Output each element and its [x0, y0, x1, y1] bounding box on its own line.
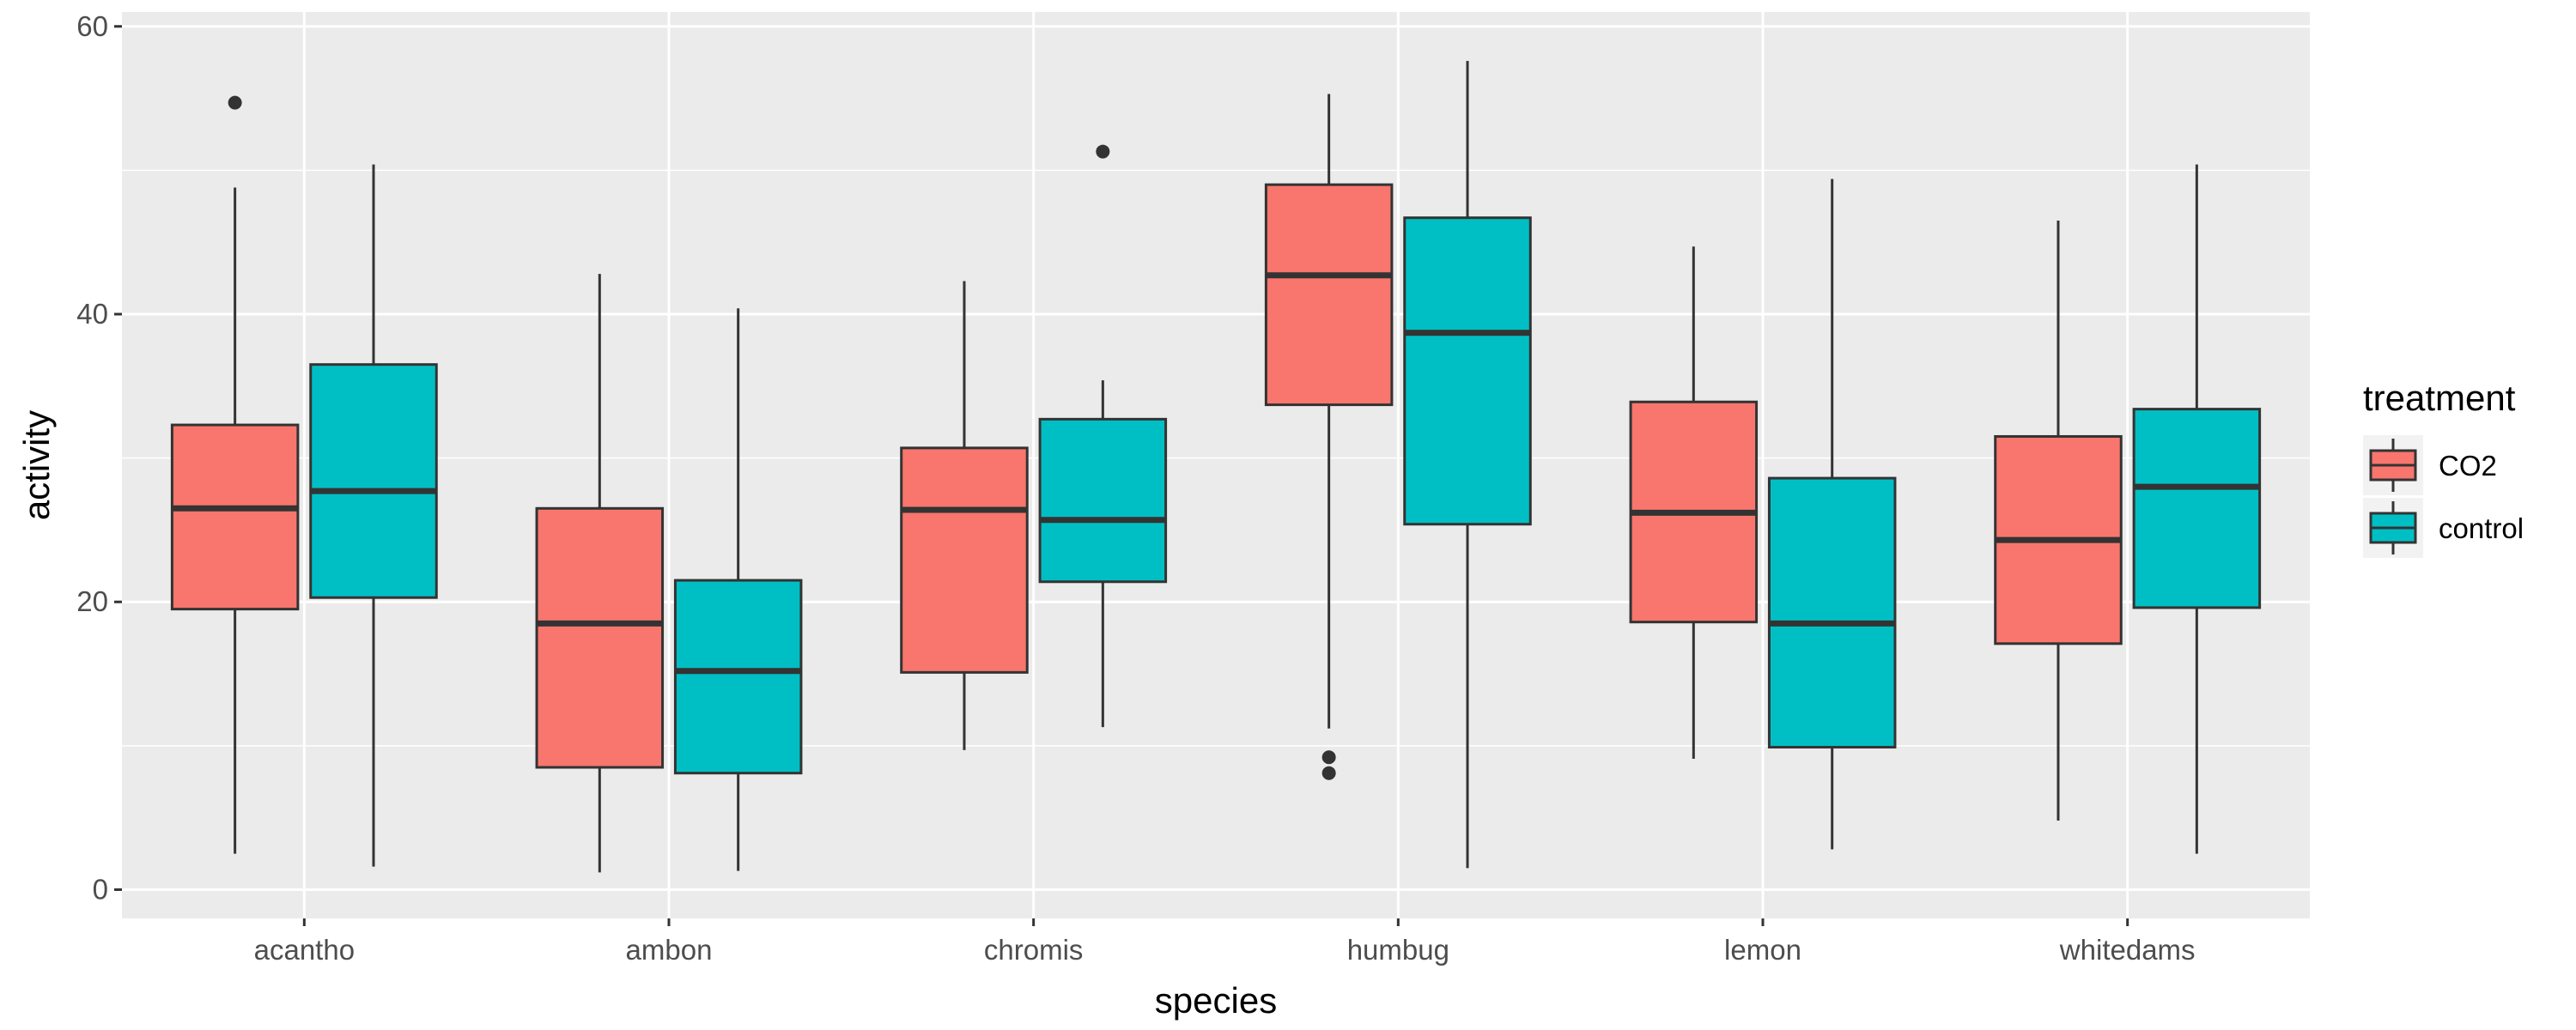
y-tick-label: 20 [76, 585, 108, 617]
box-chromis-CO2 [900, 281, 1029, 750]
box-whitedams-control [2132, 164, 2262, 854]
box-iqr [1038, 417, 1168, 584]
legend-key-control [2363, 498, 2423, 558]
boxes-layer [170, 60, 2262, 873]
legend-label-CO2: CO2 [2439, 450, 2497, 482]
grid-minor [122, 169, 2310, 747]
box-lemon-CO2 [1629, 246, 1759, 759]
outlier-point [1321, 750, 1336, 765]
y-tick-label: 40 [76, 298, 108, 330]
box-iqr [170, 423, 300, 611]
x-tick-label-ambon: ambon [626, 934, 713, 966]
legend-title: treatment [2363, 378, 2516, 418]
box-acantho-CO2 [170, 95, 300, 854]
legend: treatment CO2 control [2363, 378, 2524, 558]
box-humbug-control [1403, 60, 1532, 869]
y-axis-title: activity [16, 410, 57, 520]
x-tick-label-acantho: acantho [254, 934, 355, 966]
legend-key-CO2 [2363, 435, 2423, 495]
box-iqr [1767, 476, 1897, 749]
x-tick-label-lemon: lemon [1724, 934, 1801, 966]
outlier-point [1096, 144, 1110, 159]
box-iqr [1403, 216, 1532, 526]
box-iqr [673, 579, 803, 775]
plot-panel [122, 12, 2310, 918]
outlier-point [1321, 766, 1336, 780]
box-iqr [900, 446, 1029, 674]
box-lemon-control [1767, 179, 1897, 850]
x-axis-title: species [1155, 980, 1277, 1021]
y-axis: 0 20 40 60 [76, 10, 122, 905]
grid-major [122, 12, 2310, 918]
box-iqr [535, 506, 665, 769]
box-ambon-CO2 [535, 274, 665, 873]
legend-label-control: control [2439, 512, 2524, 544]
box-humbug-CO2 [1264, 94, 1394, 780]
box-iqr [2132, 408, 2262, 609]
outlier-point [228, 95, 242, 110]
x-tick-label-chromis: chromis [984, 934, 1084, 966]
box-iqr [1264, 183, 1394, 407]
x-tick-label-humbug: humbug [1347, 934, 1449, 966]
y-tick-label: 0 [93, 873, 108, 905]
y-tick-label: 60 [76, 10, 108, 42]
x-axis: acantho ambon chromis humbug lemon whitedams [254, 918, 2196, 966]
box-ambon-control [673, 308, 803, 871]
box-whitedams-CO2 [1994, 221, 2123, 821]
box-chromis-control [1038, 144, 1168, 728]
box-iqr [309, 363, 438, 599]
x-tick-label-whitedams: whitedams [2059, 934, 2196, 966]
box-acantho-control [309, 164, 438, 867]
